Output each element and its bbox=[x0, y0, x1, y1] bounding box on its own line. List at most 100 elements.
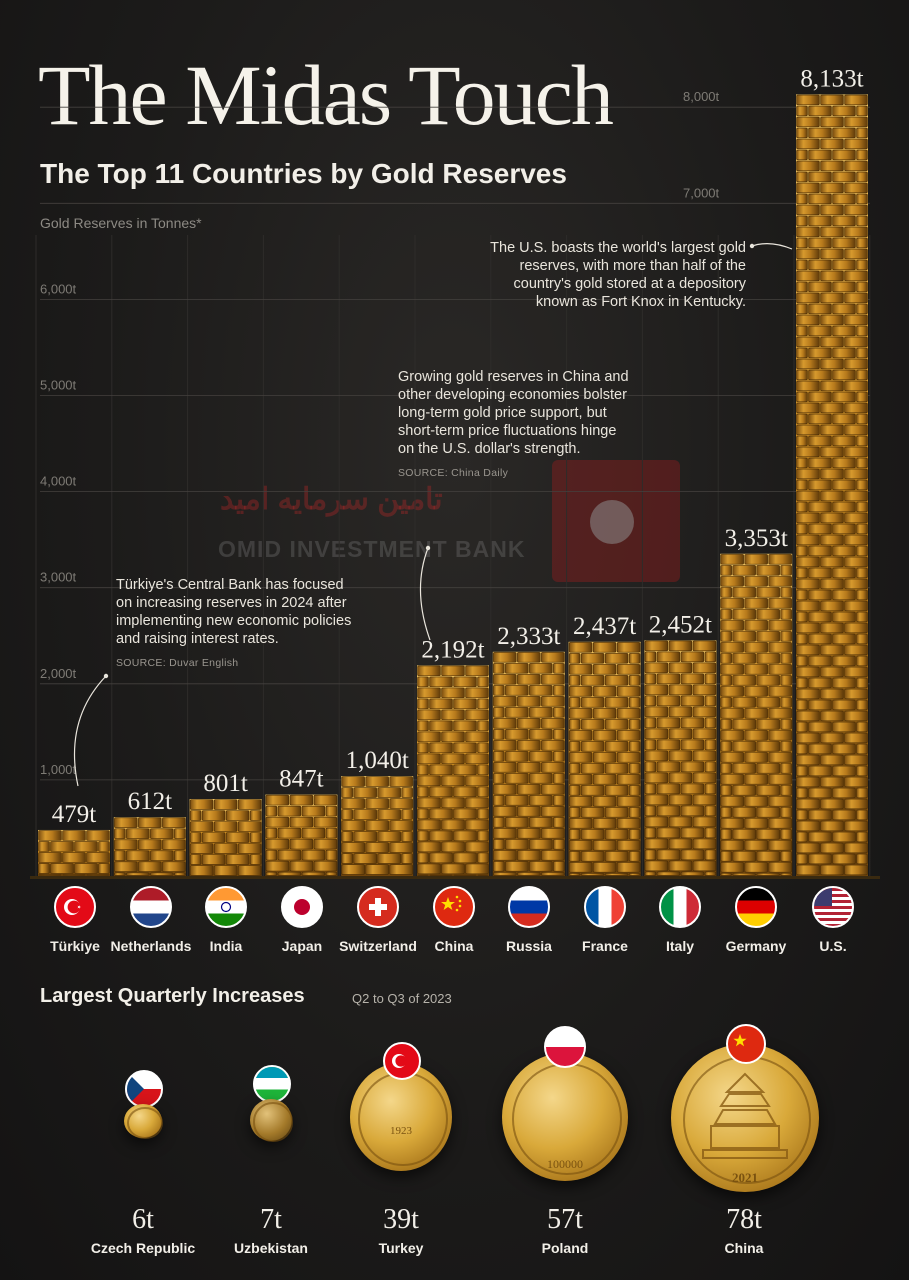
bar bbox=[38, 829, 110, 876]
gold-ingot bbox=[477, 742, 489, 754]
gold-ingot bbox=[517, 872, 541, 876]
gold-ingot bbox=[832, 369, 856, 381]
gold-ingot bbox=[820, 644, 844, 656]
gold-ingot bbox=[720, 642, 744, 653]
flag-label: Russia bbox=[506, 938, 552, 954]
gold-ingot bbox=[604, 807, 629, 818]
gold-ingot bbox=[493, 652, 517, 663]
gold-ingot bbox=[832, 325, 856, 337]
gold-ingot bbox=[796, 446, 820, 458]
coin-turkey-year: 1923 bbox=[390, 1125, 412, 1137]
gold-ingot bbox=[604, 675, 629, 686]
flag-czech-icon bbox=[125, 1070, 163, 1108]
gold-ingot bbox=[796, 534, 820, 546]
gold-ingot bbox=[680, 651, 705, 663]
gold-ingot bbox=[313, 838, 338, 850]
bar-value-label: 2,437t bbox=[573, 613, 636, 640]
gold-ingot bbox=[720, 873, 732, 876]
gold-ingot bbox=[38, 841, 50, 852]
gold-ingot bbox=[808, 171, 832, 183]
gold-ingot bbox=[389, 864, 413, 875]
gold-ingot bbox=[744, 642, 768, 653]
gold-ingot bbox=[644, 739, 657, 751]
gold-ingot bbox=[680, 783, 705, 795]
gold-ingot bbox=[720, 620, 744, 631]
gold-ingot bbox=[289, 794, 314, 806]
flag-item-germany: Germany bbox=[708, 880, 804, 954]
gold-ingot bbox=[820, 468, 844, 480]
gold-ingot bbox=[493, 773, 505, 784]
gold-ingot bbox=[820, 776, 844, 788]
gold-ingot bbox=[856, 677, 868, 689]
flag-item-china: China bbox=[406, 880, 502, 954]
gold-ingot bbox=[768, 576, 792, 587]
gold-ingot bbox=[568, 686, 593, 697]
gold-ingot bbox=[796, 523, 808, 535]
gold-ingot bbox=[580, 741, 605, 752]
gold-ingot bbox=[844, 490, 868, 502]
gold-ingot bbox=[493, 850, 517, 861]
gold-ingot bbox=[265, 816, 290, 828]
gold-ingot bbox=[62, 830, 86, 841]
gold-ingot bbox=[756, 675, 780, 686]
y-tick-label: 7,000t bbox=[683, 185, 720, 200]
gold-ingot bbox=[744, 576, 768, 587]
gold-ingot bbox=[38, 830, 62, 841]
flag-item-france: France bbox=[557, 880, 653, 954]
watermark-logo-circle bbox=[590, 500, 634, 544]
gold-ingot bbox=[756, 763, 780, 774]
gold-ingot bbox=[808, 677, 832, 689]
gold-ingot bbox=[820, 138, 844, 150]
gold-ingot bbox=[493, 674, 517, 685]
annotation-china: Growing gold reserves in China and other… bbox=[398, 368, 630, 482]
gold-ingot bbox=[477, 786, 489, 798]
gold-ingot bbox=[756, 565, 780, 576]
gold-ingot bbox=[856, 413, 868, 425]
gold-ingot bbox=[568, 763, 581, 774]
flag-japan-icon bbox=[281, 886, 323, 928]
gold-ingot bbox=[517, 652, 541, 663]
gold-ingot bbox=[493, 828, 517, 839]
gold-ingot bbox=[720, 730, 744, 741]
gold-ingot bbox=[732, 851, 756, 862]
gold-ingot bbox=[844, 182, 868, 194]
gold-ingot bbox=[832, 611, 856, 623]
gold-ingot bbox=[568, 840, 593, 851]
gold-ingot bbox=[644, 684, 669, 696]
gold-ingot bbox=[768, 642, 792, 653]
gold-ingot bbox=[844, 402, 868, 414]
gold-ingot bbox=[692, 684, 717, 696]
gold-ingot bbox=[808, 831, 832, 843]
gold-ingot bbox=[756, 785, 780, 796]
gold-ingot bbox=[529, 861, 553, 872]
gold-ingot bbox=[768, 554, 792, 565]
gold-ingot bbox=[341, 787, 353, 798]
quarterly-value: 57t bbox=[547, 1204, 583, 1235]
gold-ingot bbox=[493, 729, 505, 740]
gold-ingot bbox=[856, 281, 868, 293]
gold-ingot bbox=[692, 640, 717, 652]
gold-ingot bbox=[744, 554, 768, 565]
gold-ingot bbox=[756, 873, 780, 876]
gold-ingot bbox=[126, 850, 150, 861]
bar bbox=[796, 94, 868, 876]
gold-ingot bbox=[493, 806, 517, 817]
gold-ingot bbox=[808, 127, 832, 139]
gold-ingot bbox=[201, 810, 226, 821]
flag-label: China bbox=[434, 938, 474, 954]
gold-ingot bbox=[844, 798, 868, 810]
gold-ingot bbox=[692, 838, 717, 850]
gold-ingot bbox=[656, 717, 681, 729]
gold-ingot bbox=[844, 820, 868, 832]
gold-ingot bbox=[604, 851, 629, 862]
gold-ingot bbox=[668, 750, 693, 762]
gold-ingot bbox=[796, 556, 820, 568]
gold-ingot bbox=[820, 534, 844, 546]
gold-ingot bbox=[808, 303, 832, 315]
gold-ingot bbox=[592, 774, 617, 785]
quarterly-value: 39t bbox=[383, 1204, 419, 1235]
gold-ingot bbox=[289, 838, 314, 850]
gold-ingot bbox=[656, 783, 681, 795]
gold-ingot bbox=[313, 794, 338, 806]
gold-ingot bbox=[505, 817, 529, 828]
